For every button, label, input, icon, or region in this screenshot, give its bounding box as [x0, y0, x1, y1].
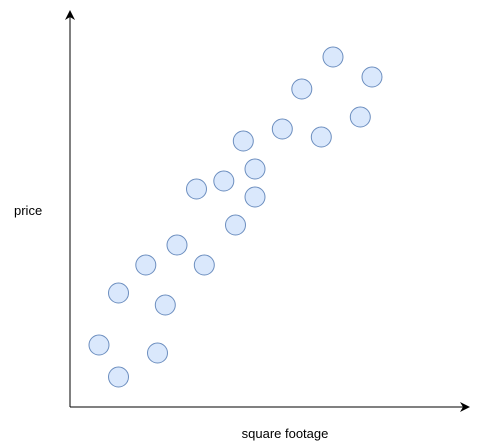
scatter-point-6	[154, 294, 176, 316]
scatter-point-18	[322, 46, 344, 68]
x-axis-label: square footage	[242, 426, 329, 441]
scatter-point-11	[225, 214, 246, 236]
scatter-point-16	[291, 78, 313, 100]
scatter-point-2	[108, 366, 129, 388]
scatter-point-5	[147, 342, 168, 364]
scatter-point-19	[349, 106, 371, 128]
y-axis-label: price	[14, 203, 42, 218]
scatter-point-12	[232, 130, 254, 152]
scatter-point-4	[135, 254, 157, 276]
scatter-point-13	[244, 158, 266, 180]
scatter-point-9	[186, 178, 207, 200]
scatter-point-15	[271, 118, 293, 140]
scatter-point-17	[310, 126, 332, 148]
data-points	[88, 46, 383, 388]
scatter-point-14	[244, 186, 266, 208]
scatter-point-7	[166, 234, 188, 256]
scatter-point-1	[88, 334, 110, 356]
scatter-point-20	[361, 66, 383, 88]
scatter-point-3	[108, 282, 129, 304]
scatter-point-10	[213, 170, 235, 192]
scatter-point-8	[193, 254, 215, 276]
